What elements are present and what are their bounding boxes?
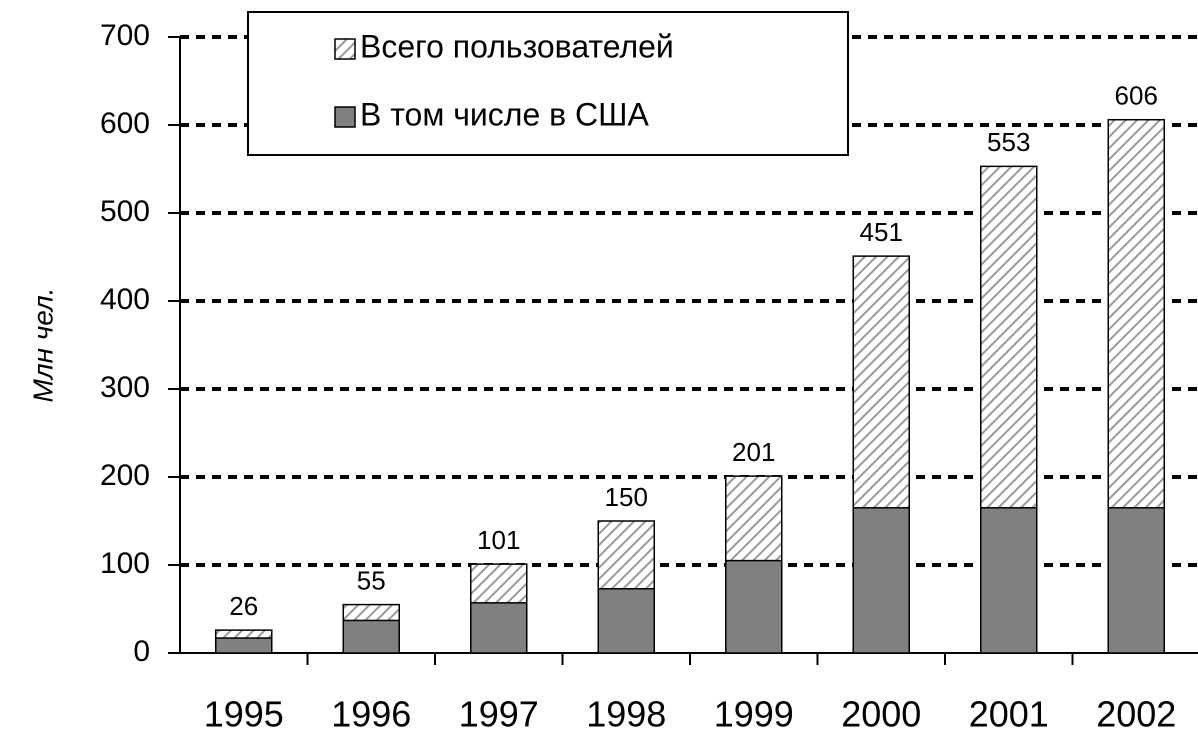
data-label: 26 <box>229 591 258 621</box>
x-tick-label: 1996 <box>331 694 411 735</box>
bar <box>470 602 528 654</box>
bar <box>342 619 400 654</box>
data-label: 553 <box>987 127 1030 157</box>
y-axis-label: Млн чел. <box>27 287 58 402</box>
x-tick-label: 2000 <box>841 694 921 735</box>
data-label: 55 <box>357 565 386 595</box>
y-tick-label: 400 <box>100 283 150 316</box>
y-tick-label: 100 <box>100 547 150 580</box>
x-tick-label: 2002 <box>1096 694 1176 735</box>
bar <box>725 559 783 654</box>
y-tick-label: 0 <box>133 635 150 668</box>
x-tick-label: 2001 <box>969 694 1049 735</box>
bar <box>852 507 910 654</box>
data-label: 150 <box>605 482 648 512</box>
y-tick-label: 500 <box>100 195 150 228</box>
x-tick-label: 1999 <box>714 694 794 735</box>
data-label: 451 <box>860 217 903 247</box>
x-tick-label: 1997 <box>459 694 539 735</box>
bar <box>597 588 655 654</box>
bar <box>215 637 273 654</box>
data-label: 101 <box>477 525 520 555</box>
legend-swatch <box>334 106 356 128</box>
bar <box>1107 507 1165 654</box>
y-tick-label: 600 <box>100 107 150 140</box>
y-tick-label: 700 <box>100 19 150 52</box>
y-tick-label: 300 <box>100 371 150 404</box>
bar <box>980 507 1038 654</box>
data-label: 606 <box>1115 81 1158 111</box>
legend-box <box>247 11 849 156</box>
legend-swatch <box>334 38 356 60</box>
legend-label: В том числе в США <box>360 96 649 132</box>
x-tick-label: 1995 <box>204 694 284 735</box>
legend-label: Всего пользователей <box>360 28 674 64</box>
data-label: 201 <box>732 437 775 467</box>
y-tick-label: 200 <box>100 459 150 492</box>
x-tick-label: 1998 <box>586 694 666 735</box>
